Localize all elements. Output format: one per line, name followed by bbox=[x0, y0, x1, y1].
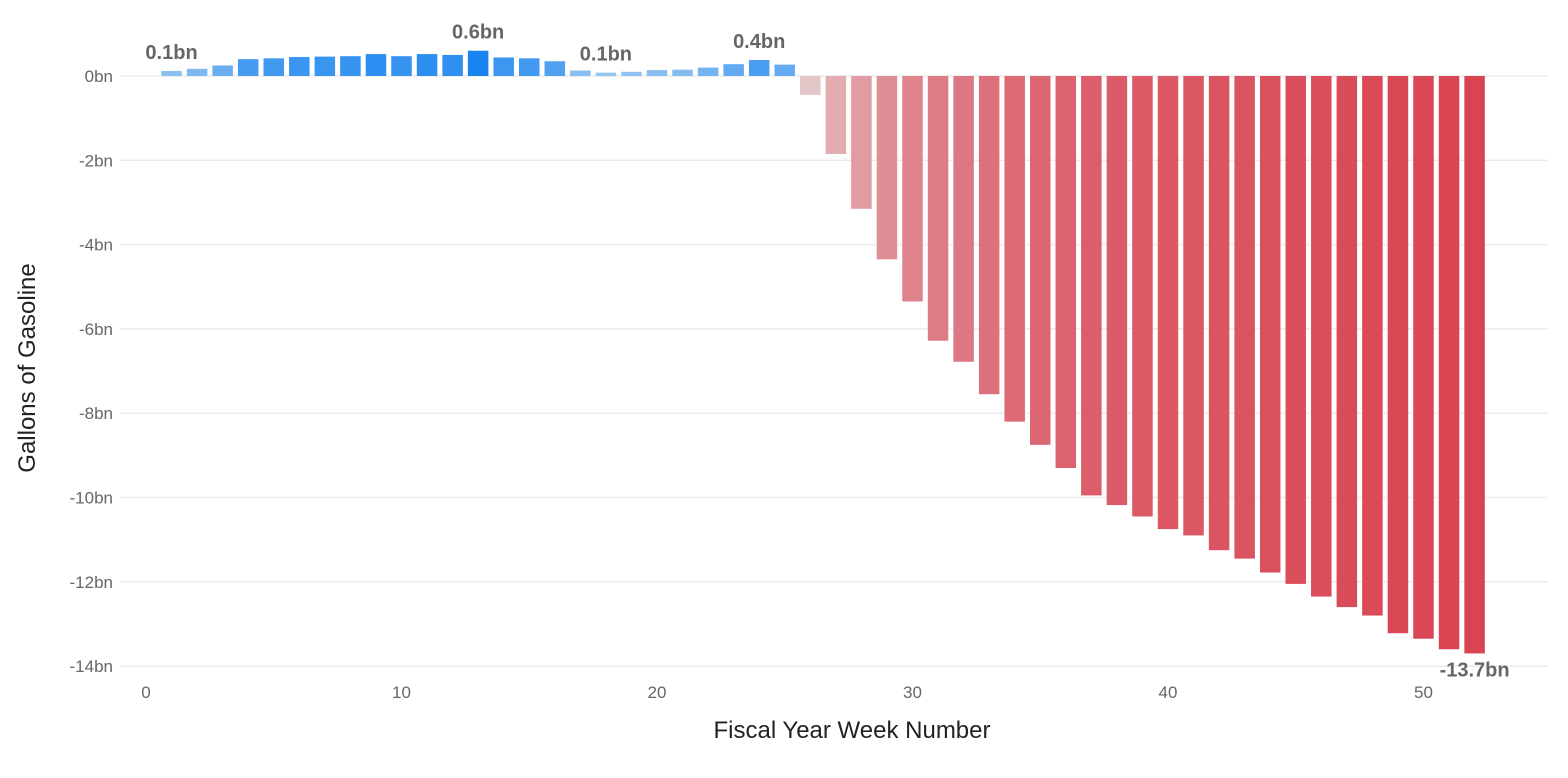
bar bbox=[672, 69, 693, 76]
bar bbox=[1362, 76, 1383, 616]
bar bbox=[289, 57, 310, 76]
bar bbox=[1311, 76, 1332, 597]
bar bbox=[876, 76, 898, 260]
bar bbox=[314, 56, 336, 76]
x-tick-label: 0 bbox=[141, 683, 150, 702]
bar bbox=[1055, 76, 1077, 468]
bar bbox=[467, 50, 489, 76]
bar bbox=[161, 70, 182, 76]
y-tick-label: -8bn bbox=[79, 404, 113, 423]
bar bbox=[723, 64, 744, 76]
bar bbox=[1285, 76, 1306, 584]
y-tick-label: -4bn bbox=[79, 236, 113, 255]
bar bbox=[825, 76, 847, 154]
bar bbox=[800, 76, 821, 95]
bar bbox=[1336, 76, 1358, 608]
bar bbox=[774, 64, 795, 76]
x-tick-label: 20 bbox=[648, 683, 667, 702]
x-axis: 0 10 20 30 40 50 bbox=[141, 683, 1433, 702]
bar bbox=[340, 56, 361, 76]
bar bbox=[391, 56, 412, 76]
data-label: 0.6bn bbox=[452, 22, 504, 44]
data-label: -13.7bn bbox=[1440, 659, 1510, 681]
bar bbox=[416, 54, 438, 76]
bar bbox=[237, 59, 259, 76]
data-label: 0.1bn bbox=[580, 44, 632, 66]
bar bbox=[1234, 76, 1255, 559]
data-labels: 0.1bn 0.6bn 0.1bn 0.4bn -13.7bn bbox=[145, 22, 1509, 682]
bar bbox=[570, 70, 591, 76]
bar bbox=[697, 67, 719, 76]
bar bbox=[544, 61, 566, 76]
bar bbox=[1106, 76, 1128, 506]
bar bbox=[212, 65, 233, 76]
bar bbox=[1132, 76, 1153, 517]
data-label: 0.4bn bbox=[733, 31, 785, 53]
data-label: 0.1bn bbox=[145, 42, 197, 64]
bar bbox=[748, 59, 770, 76]
bar bbox=[1413, 76, 1434, 639]
bar bbox=[978, 76, 1000, 395]
bar bbox=[1030, 76, 1051, 445]
bar bbox=[1259, 76, 1281, 573]
bar bbox=[646, 70, 668, 76]
bar bbox=[1387, 76, 1409, 634]
bar bbox=[1183, 76, 1204, 536]
bar bbox=[493, 57, 514, 76]
bar bbox=[263, 58, 284, 76]
y-tick-label: -12bn bbox=[70, 573, 113, 592]
x-axis-title: Fiscal Year Week Number bbox=[713, 717, 990, 744]
gridlines bbox=[120, 75, 1548, 667]
bar bbox=[365, 54, 387, 76]
x-tick-label: 50 bbox=[1414, 683, 1433, 702]
bar bbox=[1208, 76, 1230, 551]
bar bbox=[1157, 76, 1179, 530]
bar bbox=[1438, 76, 1460, 650]
bar bbox=[595, 72, 617, 76]
x-tick-label: 30 bbox=[903, 683, 922, 702]
y-tick-label: -2bn bbox=[79, 151, 113, 170]
y-axis-title: Gallons of Gasoline bbox=[14, 263, 41, 472]
bar bbox=[953, 76, 974, 362]
y-tick-label: -10bn bbox=[70, 489, 113, 508]
y-axis: 0bn -2bn -4bn -6bn -8bn -10bn -12bn -14bn bbox=[70, 67, 113, 676]
bar bbox=[1081, 76, 1102, 496]
y-tick-label: -14bn bbox=[70, 657, 113, 676]
bar bbox=[851, 76, 872, 209]
bar bbox=[1004, 76, 1025, 422]
bar bbox=[902, 76, 923, 302]
bar bbox=[442, 54, 463, 76]
x-tick-label: 10 bbox=[392, 683, 411, 702]
y-tick-label: -6bn bbox=[79, 320, 113, 339]
bar bbox=[186, 68, 208, 76]
bar bbox=[927, 76, 949, 341]
y-tick-label: 0bn bbox=[85, 67, 113, 86]
bar bbox=[621, 71, 642, 76]
x-tick-label: 40 bbox=[1159, 683, 1178, 702]
bars bbox=[161, 50, 1485, 654]
bar bbox=[519, 58, 540, 76]
bar bbox=[1464, 76, 1485, 654]
